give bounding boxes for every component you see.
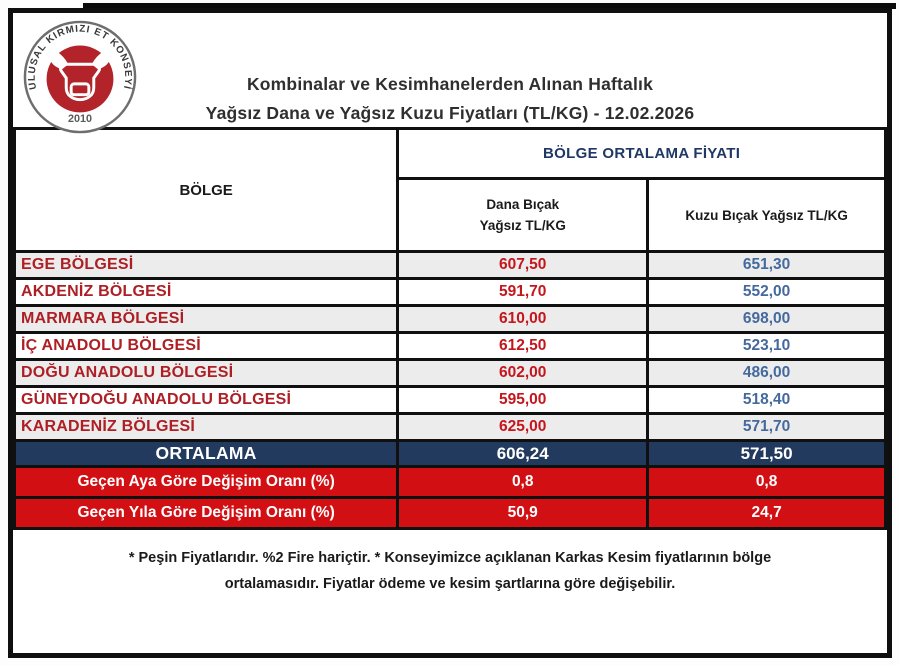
bull-council-logo-icon: ULUSAL KIRMIZI ET KONSEYİ 2010 [23,20,137,134]
dana-price-cell: 612,50 [396,331,650,361]
region-cell: EGE BÖLGESİ [12,250,400,280]
title-line-1: Kombinalar ve Kesimhanelerden Alınan Haf… [246,74,654,94]
dana-price-cell: 595,00 [396,385,650,415]
dana-price-cell: 591,70 [396,277,650,307]
dana-price-cell: 607,50 [396,250,650,280]
kuzu-price-cell: 698,00 [646,304,887,334]
dana-price-cell: 610,00 [396,304,650,334]
table-row: GÜNEYDOĞU ANADOLU BÖLGESİ 595,00 518,40 [12,385,887,415]
table-row: İÇ ANADOLU BÖLGESİ 612,50 523,10 [12,331,887,361]
price-table: BÖLGE BÖLGE ORTALAMA FİYATI Dana Bıçak Y… [12,127,887,530]
document-frame: ULUSAL KIRMIZI ET KONSEYİ 2010 Kombinala… [8,8,892,658]
footnote-line-1: * Peşin Fiyatlarıdır. %2 Fire hariçtir. … [128,550,772,566]
dana-price-cell: 625,00 [396,412,650,442]
table-row: DOĞU ANADOLU BÖLGESİ 602,00 486,00 [12,358,887,388]
table-row: MARMARA BÖLGESİ 610,00 698,00 [12,304,887,334]
region-cell: MARMARA BÖLGESİ [12,304,400,334]
logo-year: 2010 [68,113,92,125]
average-row: ORTALAMA 606,24 571,50 [12,439,887,468]
region-cell: AKDENİZ BÖLGESİ [12,277,400,307]
monthly-change-row: Geçen Aya Göre Değişim Oranı (%) 0,8 0,8 [12,465,887,499]
table-row: EGE BÖLGESİ 607,50 651,30 [12,250,887,280]
kuzu-price-cell: 486,00 [646,358,887,388]
monthly-change-label: Geçen Aya Göre Değişim Oranı (%) [12,465,400,499]
title-line-2: Yağsız Dana ve Yağsız Kuzu Fiyatları (TL… [205,103,695,123]
yearly-change-label: Geçen Yıla Göre Değişim Oranı (%) [12,496,400,530]
yearly-change-kuzu-cell: 24,7 [646,496,887,530]
kuzu-price-cell: 571,70 [646,412,887,442]
footnote: * Peşin Fiyatlarıdır. %2 Fire hariçtir. … [13,530,887,597]
kuzu-price-cell: 552,00 [646,277,887,307]
monthly-change-kuzu-cell: 0,8 [646,465,887,499]
table-group-header-row: BÖLGE BÖLGE ORTALAMA FİYATI [12,127,887,253]
table-subheader-row: Dana Bıçak Yağsız TL/KG Kuzu Bıçak Yağsı… [15,177,887,253]
average-label: ORTALAMA [12,439,400,468]
average-dana-cell: 606,24 [396,439,650,468]
region-cell: DOĞU ANADOLU BÖLGESİ [12,358,400,388]
table-row: KARADENİZ BÖLGESİ 625,00 571,70 [12,412,887,442]
kuzu-price-cell: 651,30 [646,250,887,280]
kuzu-price-cell: 518,40 [646,385,887,415]
top-black-bar [83,3,896,9]
dana-price-cell: 602,00 [396,358,650,388]
yearly-change-row: Geçen Yıla Göre Değişim Oranı (%) 50,9 2… [12,496,887,530]
document-header: ULUSAL KIRMIZI ET KONSEYİ 2010 Kombinala… [13,13,887,134]
dana-column-header: Dana Bıçak Yağsız TL/KG [396,177,650,253]
kuzu-column-header: Kuzu Bıçak Yağsız TL/KG [646,177,887,253]
region-cell: KARADENİZ BÖLGESİ [12,412,400,442]
table-row: AKDENİZ BÖLGESİ 591,70 552,00 [12,277,887,307]
group-header: BÖLGE ORTALAMA FİYATI [396,127,887,180]
yearly-change-dana-cell: 50,9 [396,496,650,530]
region-cell: GÜNEYDOĞU ANADOLU BÖLGESİ [12,385,400,415]
footnote-line-2: ortalamasıdır. Fiyatlar ödeme ve kesim ş… [224,576,676,592]
monthly-change-dana-cell: 0,8 [396,465,650,499]
bull-head-icon [48,48,112,102]
document-title: Kombinalar ve Kesimhanelerden Alınan Haf… [13,70,887,128]
region-column-header: BÖLGE [12,127,400,253]
average-kuzu-cell: 571,50 [646,439,887,468]
dana-column-header-text: Dana Bıçak Yağsız TL/KG [479,197,566,233]
kuzu-price-cell: 523,10 [646,331,887,361]
region-cell: İÇ ANADOLU BÖLGESİ [12,331,400,361]
